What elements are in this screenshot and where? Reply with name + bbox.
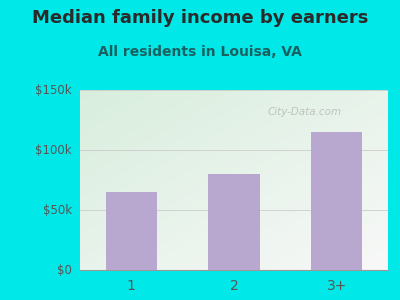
Text: City-Data.com: City-Data.com — [268, 106, 342, 117]
Text: 2: 2 — [230, 279, 238, 293]
Bar — [311, 132, 362, 270]
Bar — [106, 192, 157, 270]
Text: $100k: $100k — [35, 143, 72, 157]
Text: $150k: $150k — [35, 83, 72, 97]
Text: Median family income by earners: Median family income by earners — [32, 9, 368, 27]
Text: 1: 1 — [127, 279, 136, 293]
Text: $0: $0 — [57, 263, 72, 277]
Text: 3+: 3+ — [326, 279, 347, 293]
Bar — [208, 174, 260, 270]
Text: All residents in Louisa, VA: All residents in Louisa, VA — [98, 45, 302, 59]
Text: $50k: $50k — [43, 203, 72, 217]
